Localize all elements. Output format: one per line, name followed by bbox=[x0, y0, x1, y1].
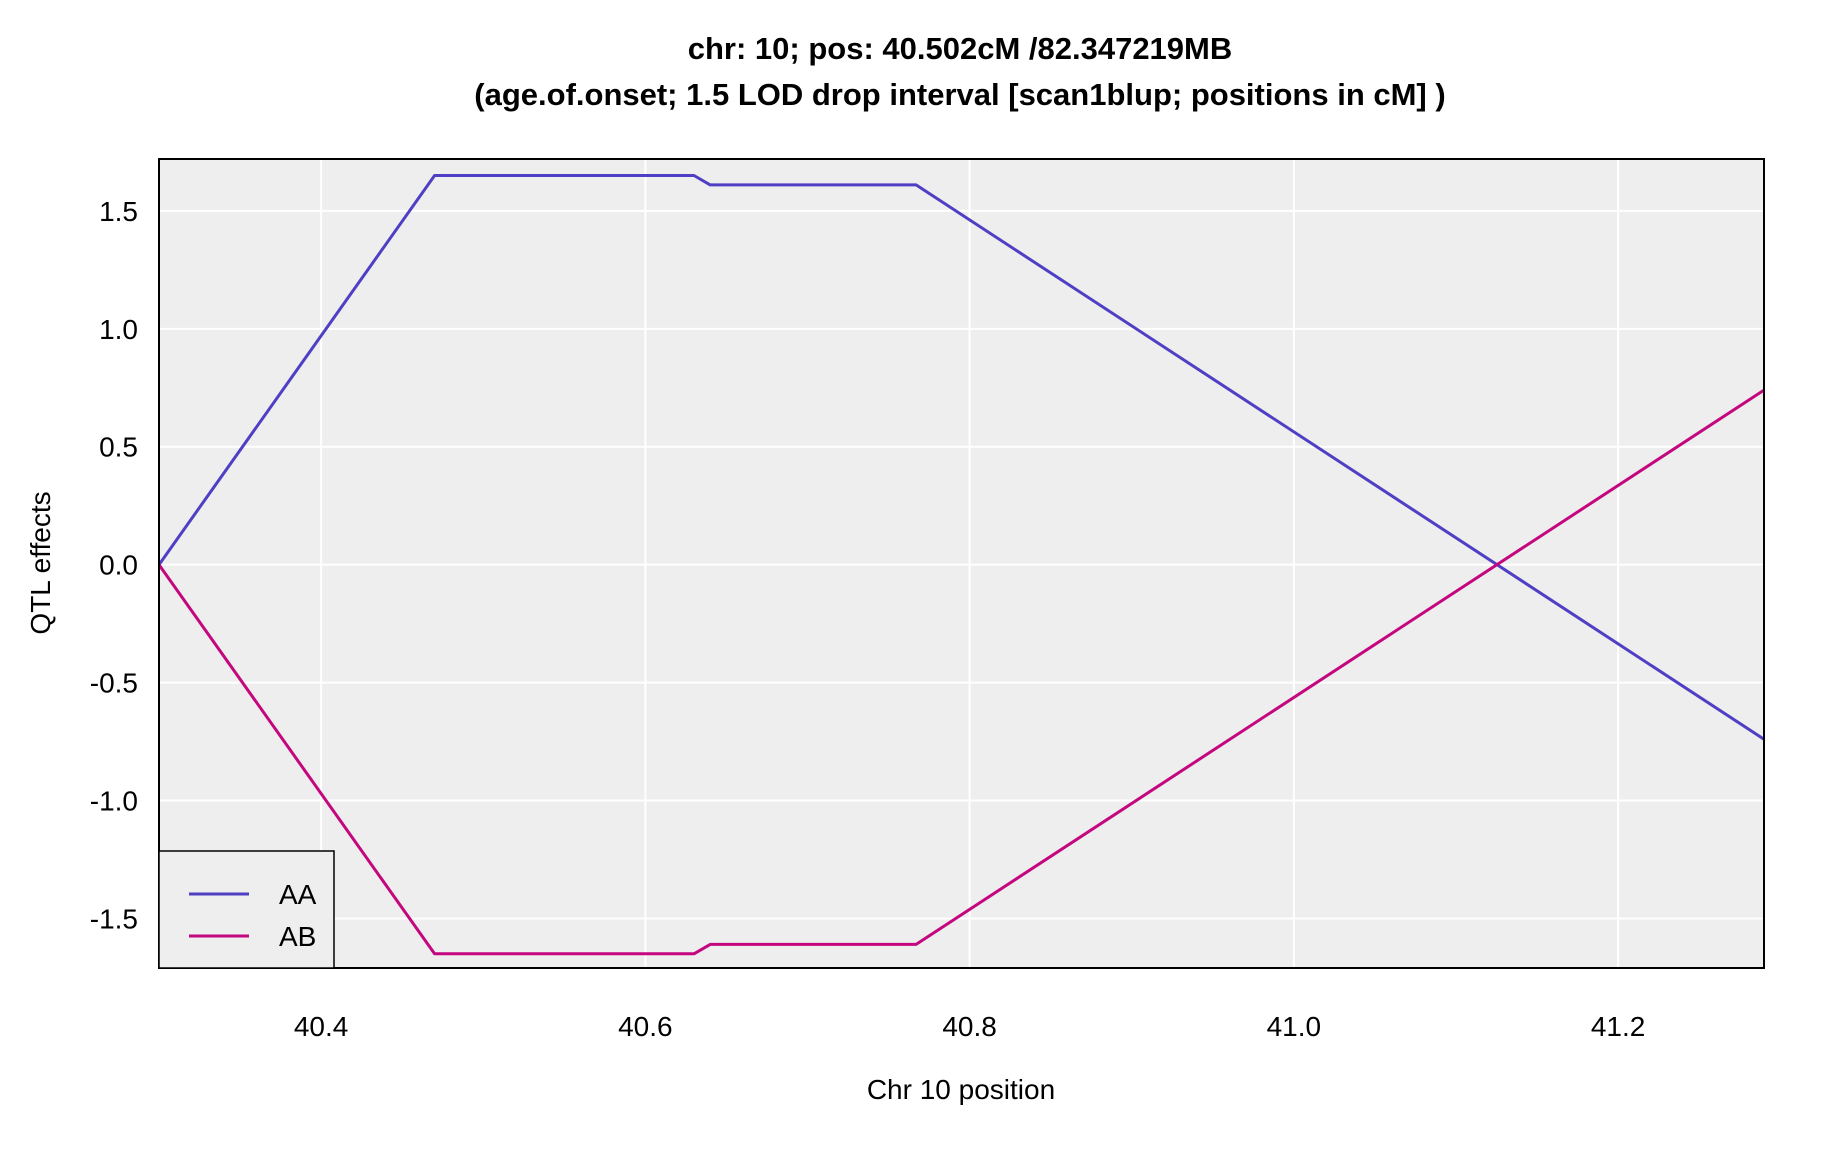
y-tick-label: 1.0 bbox=[99, 314, 138, 345]
y-tick-label: 1.5 bbox=[99, 196, 138, 227]
series-line-ab bbox=[157, 388, 1765, 956]
y-tick-label: -0.5 bbox=[90, 668, 138, 699]
x-tick-label: 40.8 bbox=[942, 1011, 997, 1042]
x-tick-label: 40.4 bbox=[294, 1011, 349, 1042]
legend: AA AB bbox=[158, 850, 335, 969]
legend-label-aa: AA bbox=[279, 879, 317, 910]
chart-title: chr: 10; pos: 40.502cM /82.347219MB bbox=[688, 31, 1233, 66]
y-tick-label: -1.5 bbox=[90, 903, 138, 934]
y-tick-label: 0.0 bbox=[99, 550, 138, 581]
y-tick-label: -1.0 bbox=[90, 786, 138, 817]
chart-subtitle: (age.of.onset; 1.5 LOD drop interval [sc… bbox=[474, 77, 1445, 112]
x-axis-label: Chr 10 position bbox=[867, 1074, 1055, 1105]
grid-lines bbox=[159, 159, 1764, 968]
x-tick-label: 40.6 bbox=[618, 1011, 673, 1042]
legend-box bbox=[158, 850, 335, 969]
y-axis-label: QTL effects bbox=[25, 491, 56, 634]
data-series bbox=[157, 174, 1765, 956]
plot-frame bbox=[158, 158, 1765, 969]
legend-label-ab: AB bbox=[279, 921, 316, 952]
x-tick-label: 41.0 bbox=[1267, 1011, 1322, 1042]
plot-background bbox=[159, 159, 1764, 968]
y-tick-label: 0.5 bbox=[99, 432, 138, 463]
axis-ticks: 40.4 40.6 40.8 41.0 41.2 1.5 1.0 0.5 0.0 -0.5 -1.0… bbox=[90, 196, 1646, 1042]
series-line-aa bbox=[157, 174, 1765, 741]
x-tick-label: 41.2 bbox=[1591, 1011, 1646, 1042]
